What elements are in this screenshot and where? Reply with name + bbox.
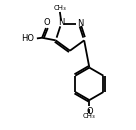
Text: O: O: [43, 18, 50, 27]
Text: HO: HO: [21, 34, 34, 43]
Text: O: O: [86, 107, 93, 116]
Text: N: N: [77, 18, 84, 28]
Text: N: N: [58, 18, 64, 27]
Text: CH₃: CH₃: [83, 113, 96, 119]
Text: CH₃: CH₃: [53, 5, 66, 11]
